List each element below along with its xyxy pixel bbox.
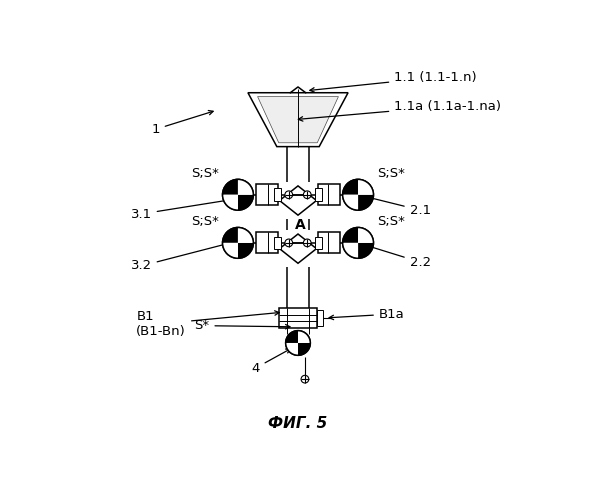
Text: 2.1: 2.1 [362,194,431,216]
Text: S;S*: S;S* [378,215,405,228]
Text: 4: 4 [251,349,291,374]
Text: S*: S* [194,319,290,332]
Wedge shape [298,343,310,355]
Bar [257,184,278,206]
Wedge shape [238,180,253,194]
Polygon shape [257,96,338,143]
Wedge shape [342,194,358,210]
Bar [274,188,281,201]
Wedge shape [358,243,373,258]
Bar [318,184,339,206]
Circle shape [285,191,292,198]
Bar [279,308,317,328]
Wedge shape [222,243,238,258]
Circle shape [301,376,309,383]
Bar [257,232,278,254]
Polygon shape [280,186,316,215]
Text: A: A [295,218,305,232]
Text: S;S*: S;S* [378,167,405,180]
Circle shape [303,191,311,198]
Text: 2.2: 2.2 [362,244,431,268]
Circle shape [303,239,311,246]
Wedge shape [238,228,253,243]
Wedge shape [238,194,253,210]
Text: 3.2: 3.2 [130,241,234,272]
Wedge shape [222,194,238,210]
Circle shape [286,330,310,355]
Wedge shape [342,180,358,194]
Text: 1.1 (1.1-1.n): 1.1 (1.1-1.n) [310,71,477,92]
Text: S;S*: S;S* [191,215,219,228]
Bar [315,236,322,249]
Wedge shape [358,180,373,194]
Text: ФИГ. 5: ФИГ. 5 [268,416,327,432]
Wedge shape [342,228,358,243]
Bar [317,310,323,326]
Bar [315,188,322,201]
Text: B1
(B1-Bn): B1 (B1-Bn) [137,310,279,338]
Wedge shape [358,228,373,243]
Wedge shape [286,330,298,343]
Text: 3.1: 3.1 [130,198,234,220]
Polygon shape [248,92,348,146]
Text: 1.1a (1.1a-1.na): 1.1a (1.1a-1.na) [298,100,501,121]
Bar [274,236,281,249]
Text: S;S*: S;S* [191,167,219,180]
Wedge shape [342,243,358,258]
Circle shape [222,228,253,258]
Wedge shape [238,243,253,258]
Circle shape [222,180,253,210]
Text: 1: 1 [151,110,213,136]
Wedge shape [298,330,310,343]
Wedge shape [222,180,238,194]
Circle shape [342,228,373,258]
Circle shape [342,180,373,210]
Wedge shape [222,228,238,243]
Polygon shape [280,234,316,264]
Wedge shape [358,194,373,210]
Wedge shape [286,343,298,355]
Text: B1a: B1a [329,308,405,320]
Circle shape [285,239,292,246]
Bar [318,232,339,254]
